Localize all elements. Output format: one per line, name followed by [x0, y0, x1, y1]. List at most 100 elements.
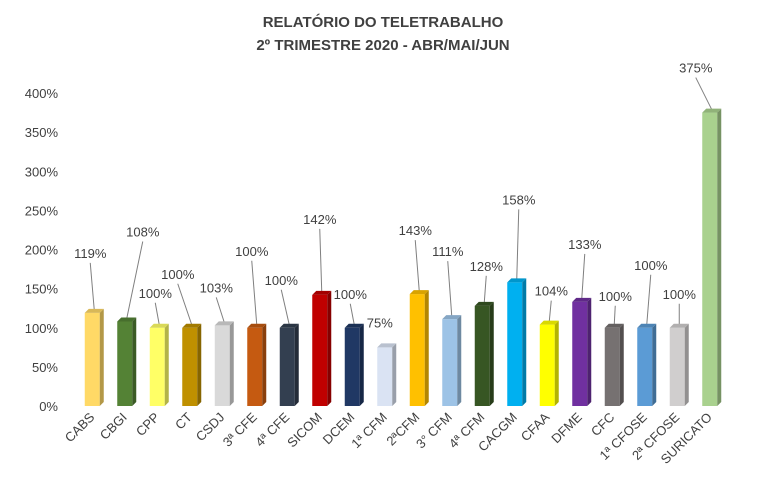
bar [604, 323, 624, 406]
leader-line [251, 260, 258, 325]
bar [669, 323, 689, 406]
bar [702, 108, 722, 406]
x-tick-label: 3° CFM [413, 410, 455, 452]
bar [279, 323, 299, 406]
bar [539, 320, 559, 406]
data-label: 100% [599, 289, 633, 304]
bar-side [554, 320, 559, 406]
bar-top [247, 323, 267, 328]
data-label: 111% [432, 244, 464, 259]
bar-top [214, 321, 234, 326]
bar-top [117, 317, 137, 322]
data-label: 375% [679, 61, 713, 76]
y-tick-label: 200% [25, 243, 59, 258]
bar-side [489, 301, 494, 406]
bar-top [637, 323, 657, 328]
bar-top [474, 301, 494, 306]
bar-top [442, 315, 462, 320]
bar-top [409, 290, 429, 295]
bar-side [522, 278, 527, 406]
bar-side [197, 323, 202, 406]
y-tick-label: 100% [25, 321, 59, 336]
data-label: 100% [161, 267, 195, 282]
bar-side [229, 321, 234, 406]
leader-line [215, 297, 225, 323]
bar-top [669, 323, 689, 328]
bar-front [214, 325, 230, 406]
bar-front [377, 347, 393, 406]
chart-title: RELATÓRIO DO TELETRABALHO [263, 13, 504, 31]
y-tick-label: 150% [25, 282, 59, 297]
data-label: 100% [663, 287, 697, 302]
leader-line [154, 302, 160, 325]
leader-line [483, 275, 487, 303]
bar-side [99, 308, 104, 406]
bar-front [702, 112, 718, 406]
y-axis: 0% 50% 100% 150% 200% 250% 300% 350% 400% [25, 86, 59, 414]
bar [182, 323, 202, 406]
bar-side [294, 323, 299, 406]
bar-front [409, 294, 425, 406]
bar-front [279, 327, 295, 406]
data-label: 75% [367, 315, 393, 330]
bar-front [637, 327, 653, 406]
bar-top [604, 323, 624, 328]
x-tick-label: CABS [62, 409, 98, 445]
leader-line [646, 274, 652, 325]
bar [442, 315, 462, 406]
bar [344, 323, 364, 406]
leader-line [126, 241, 144, 319]
x-tick-label: CT [172, 409, 195, 432]
data-label: 100% [139, 286, 173, 301]
bar-top [572, 297, 592, 302]
bar-side [684, 323, 689, 406]
bar-side [164, 323, 169, 406]
leader-line [177, 283, 193, 325]
bar-top [149, 323, 169, 328]
data-label: 158% [502, 192, 536, 207]
bar [117, 317, 137, 406]
bar [214, 321, 234, 406]
data-label: 100% [265, 273, 299, 288]
bar-top [312, 290, 332, 295]
bar-top [507, 278, 527, 283]
bar [637, 323, 657, 406]
leader-line [349, 303, 355, 325]
y-tick-label: 300% [25, 164, 59, 179]
bar [149, 323, 169, 406]
leader-line [280, 289, 290, 325]
data-label: 128% [470, 259, 504, 274]
bar-top [182, 323, 202, 328]
y-tick-label: 400% [25, 86, 59, 101]
x-tick-label: 3ª CFE [220, 409, 260, 449]
y-tick-label: 250% [25, 203, 59, 218]
bar-top [84, 308, 104, 313]
bar-front [442, 319, 458, 406]
bar-front [344, 327, 360, 406]
bar-side [359, 323, 364, 406]
x-tick-label: 1ª CFM [348, 410, 390, 452]
bar-front [539, 324, 555, 406]
x-tick-label: SICOM [284, 410, 325, 451]
bar-front [474, 305, 490, 406]
bar-side [392, 343, 397, 406]
bar-side [587, 297, 592, 406]
data-label: 100% [334, 287, 368, 302]
leader-line [695, 77, 713, 110]
bar-front [572, 301, 588, 406]
leader-line [414, 240, 420, 292]
bar [377, 343, 397, 406]
data-label: 142% [303, 212, 337, 227]
bar-side [132, 317, 137, 406]
bar-front [182, 327, 198, 406]
bar-side [262, 323, 267, 406]
x-tick-label: CBGI [97, 410, 130, 443]
y-tick-label: 50% [32, 360, 58, 375]
data-label: 104% [535, 284, 569, 299]
bar-top [539, 320, 559, 325]
x-tick-label: DFME [548, 409, 585, 446]
bar-front [604, 327, 620, 406]
bar-front [117, 321, 133, 406]
